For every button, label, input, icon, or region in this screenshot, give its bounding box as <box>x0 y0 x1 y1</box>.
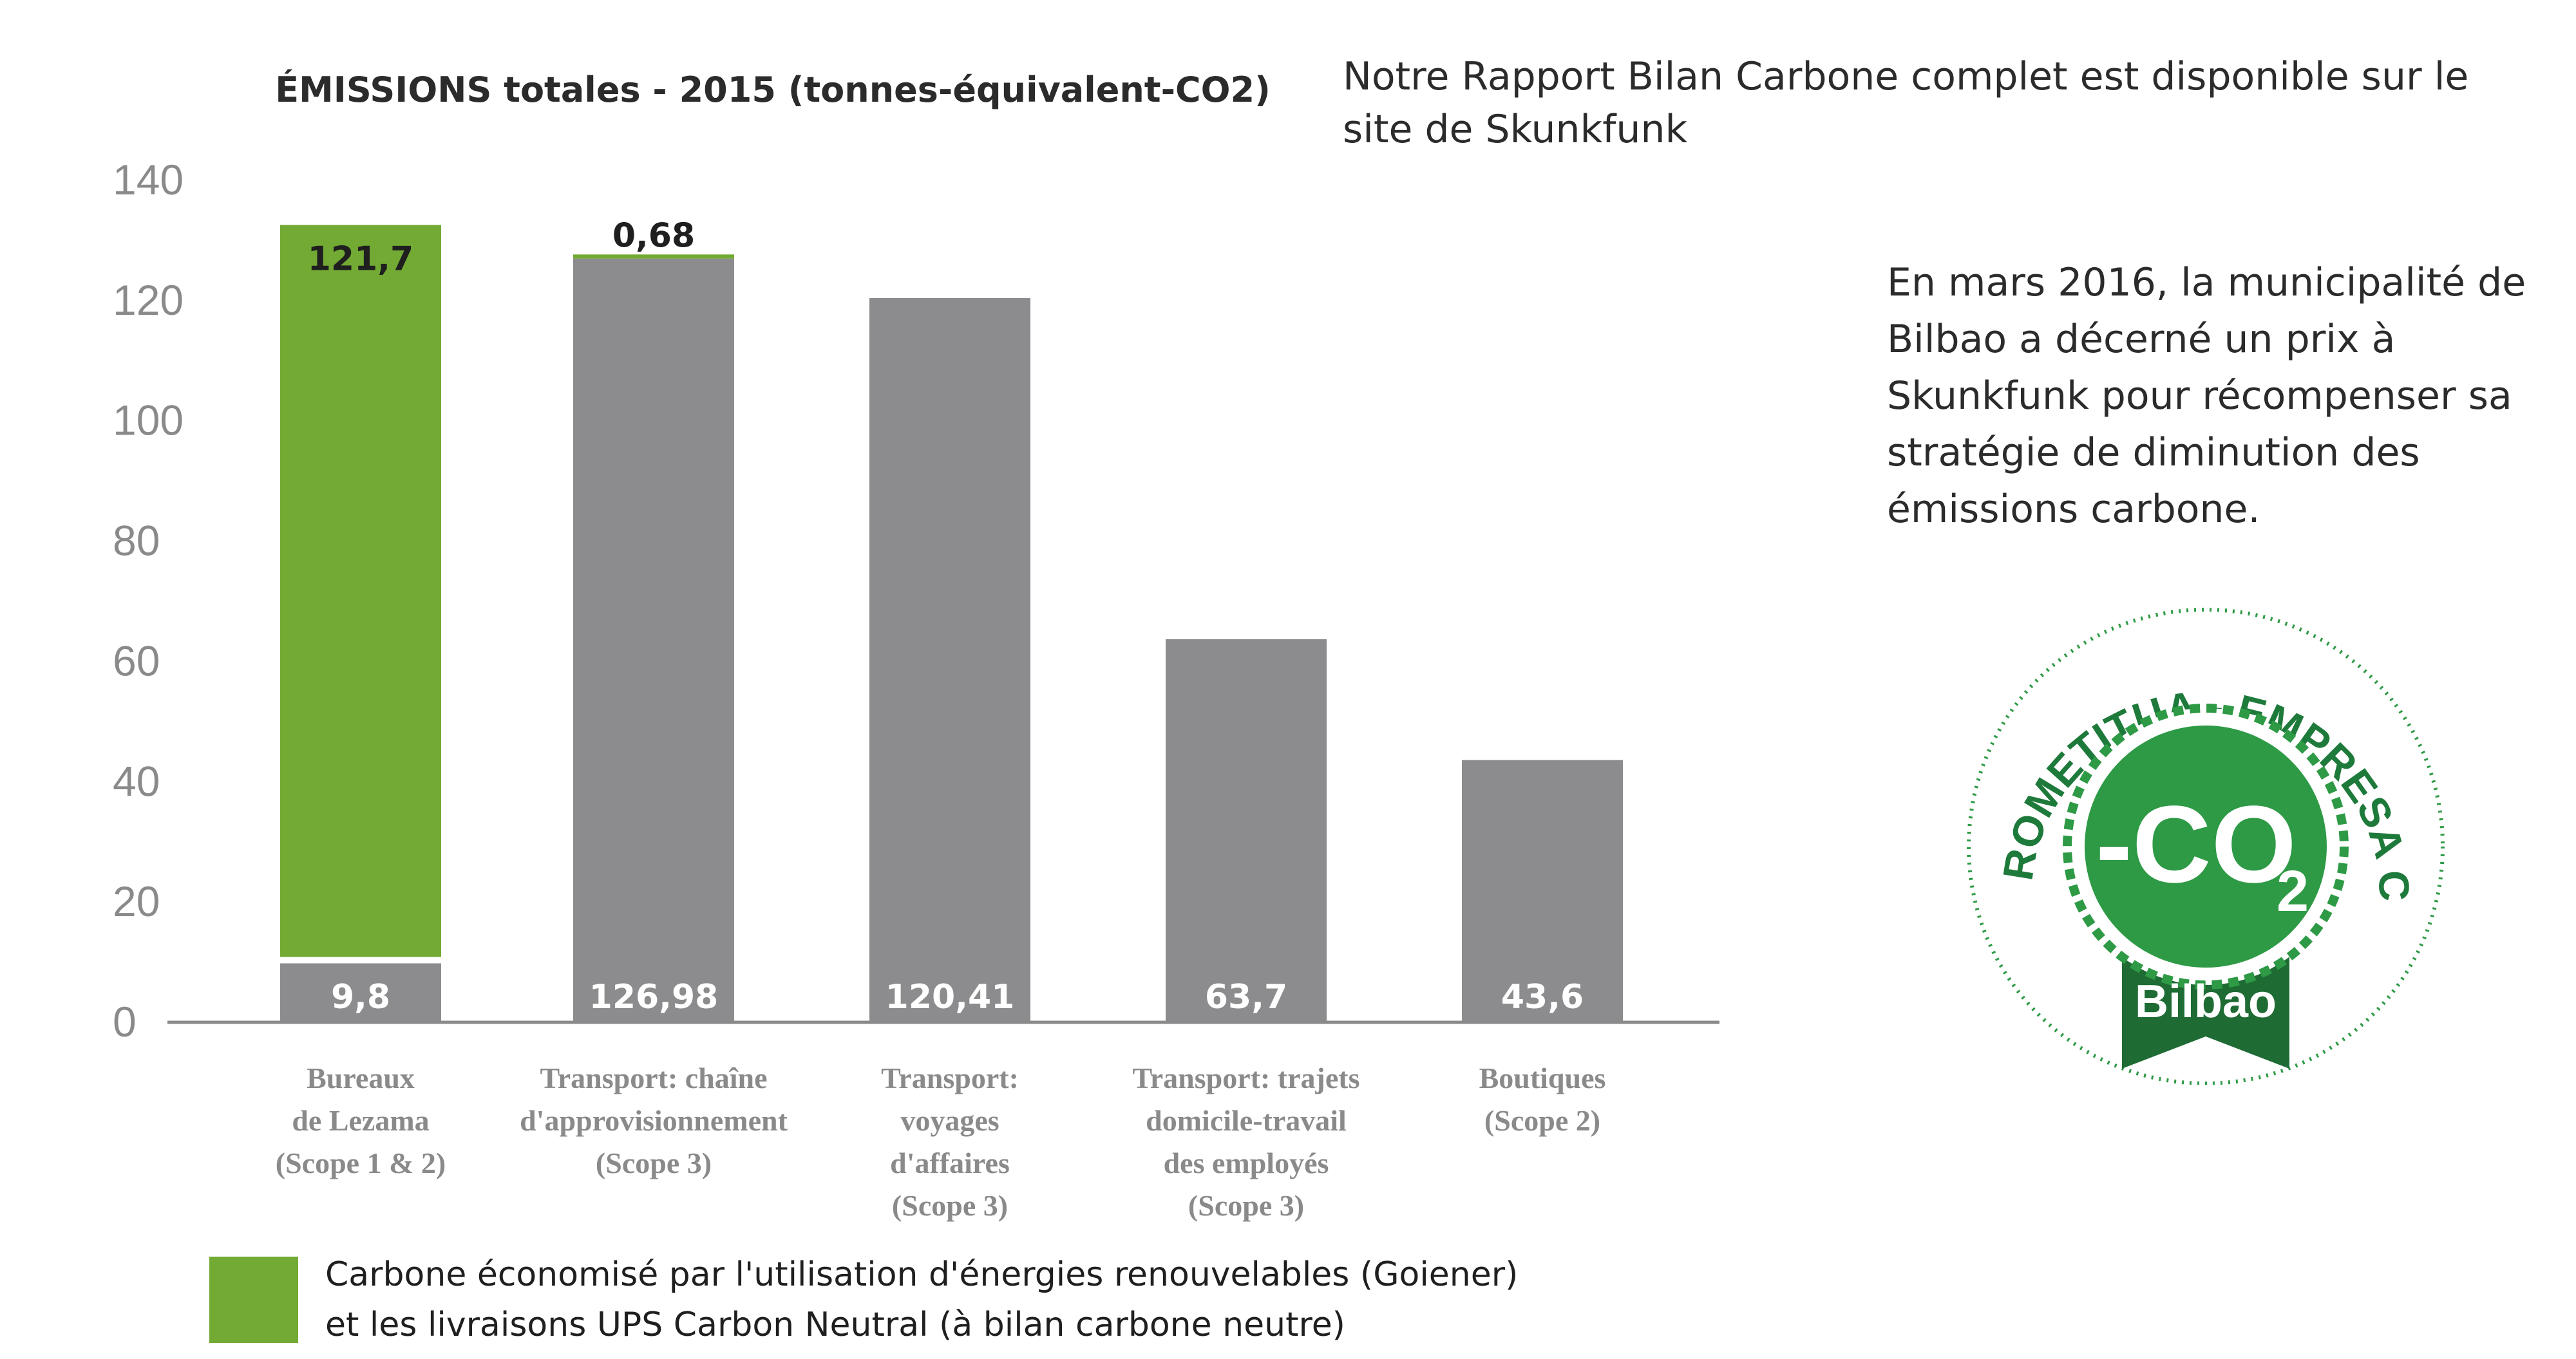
data-label-emissions: 9,8 <box>331 978 390 1017</box>
x-axis-categories: Bureaux de Lezama (Scope 1 & 2) Transport: … <box>276 1062 1606 1222</box>
x-category-label: domicile-travail <box>1146 1104 1347 1137</box>
x-category-label: voyages <box>900 1104 999 1137</box>
legend-swatch <box>209 1257 298 1343</box>
data-label-saved: 0,68 <box>612 216 695 255</box>
y-tick-label: 0 <box>113 998 137 1045</box>
x-category-label: (Scope 3) <box>596 1147 712 1179</box>
bar-emissions <box>1166 639 1327 1022</box>
badge-seal <box>2085 726 2327 968</box>
bar-emissions <box>280 963 441 1022</box>
badge-outer-dots <box>1967 608 2445 1085</box>
x-category-label: Bureaux <box>307 1062 415 1094</box>
data-label-saved: 121,7 <box>308 239 413 278</box>
emissions-chart: ÉMISSIONS totales - 2015 (tonnes-équival… <box>113 70 1719 1344</box>
bilbao-award-badge: EMPRESA KONPROMETITUA - EMPRESA COMPROME… <box>1955 589 2445 1085</box>
y-tick-label: 80 <box>113 517 160 565</box>
y-tick-label: 20 <box>113 877 160 925</box>
y-tick-label: 140 <box>113 156 184 203</box>
report-note: Notre Rapport Bilan Carbone complet est … <box>1343 54 2469 152</box>
award-note: En mars 2016, la municipalité de Bilbao … <box>1887 260 2526 532</box>
bar-carbon-saved <box>280 225 441 957</box>
y-tick-label: 60 <box>113 637 160 684</box>
data-label-emissions: 120,41 <box>886 978 1015 1017</box>
badge-co2-subscript: 2 <box>2277 859 2309 924</box>
x-category-label: de Lezama <box>292 1104 429 1137</box>
y-tick-label: 40 <box>113 757 160 805</box>
y-tick-label: 100 <box>113 397 184 444</box>
x-category-label: (Scope 2) <box>1484 1104 1600 1137</box>
data-label-emissions: 43,6 <box>1501 978 1584 1017</box>
chart-title: ÉMISSIONS totales - 2015 (tonnes-équival… <box>275 70 1271 110</box>
x-category-label: Transport: <box>881 1062 1019 1094</box>
x-category-label: des employés <box>1164 1147 1329 1179</box>
badge-co2-symbol: -CO <box>2096 783 2297 906</box>
x-category-label: Transport: trajets <box>1133 1062 1360 1094</box>
x-category-label: d'approvisionnement <box>520 1104 788 1137</box>
bars: 121,7 9,8 0,68 126,98 120,41 63,7 43,6 <box>280 216 1623 1022</box>
x-category-label: d'affaires <box>890 1147 1010 1179</box>
bar-emissions <box>1462 760 1623 1022</box>
data-label-emissions: 126,98 <box>589 978 719 1017</box>
legend-line-2: et les livraisons UPS Carbon Neutral (à … <box>325 1306 1345 1344</box>
x-category-label: (Scope 1 & 2) <box>276 1147 446 1179</box>
x-category-label: Boutiques <box>1479 1062 1606 1094</box>
bar-carbon-saved <box>573 254 734 259</box>
data-label-emissions: 63,7 <box>1205 978 1287 1017</box>
badge-city: Bilbao <box>2135 976 2277 1027</box>
bar-emissions <box>869 298 1030 1022</box>
x-category-label: (Scope 3) <box>892 1189 1008 1222</box>
x-category-label: Transport: chaîne <box>540 1062 767 1094</box>
x-category-label: (Scope 3) <box>1188 1189 1304 1222</box>
y-tick-label: 120 <box>113 276 184 324</box>
legend-line-1: Carbone économisé par l'utilisation d'én… <box>325 1255 1518 1294</box>
bar-emissions <box>573 258 734 1022</box>
y-axis: 0 20 40 60 80 100 120 140 <box>113 156 184 1045</box>
